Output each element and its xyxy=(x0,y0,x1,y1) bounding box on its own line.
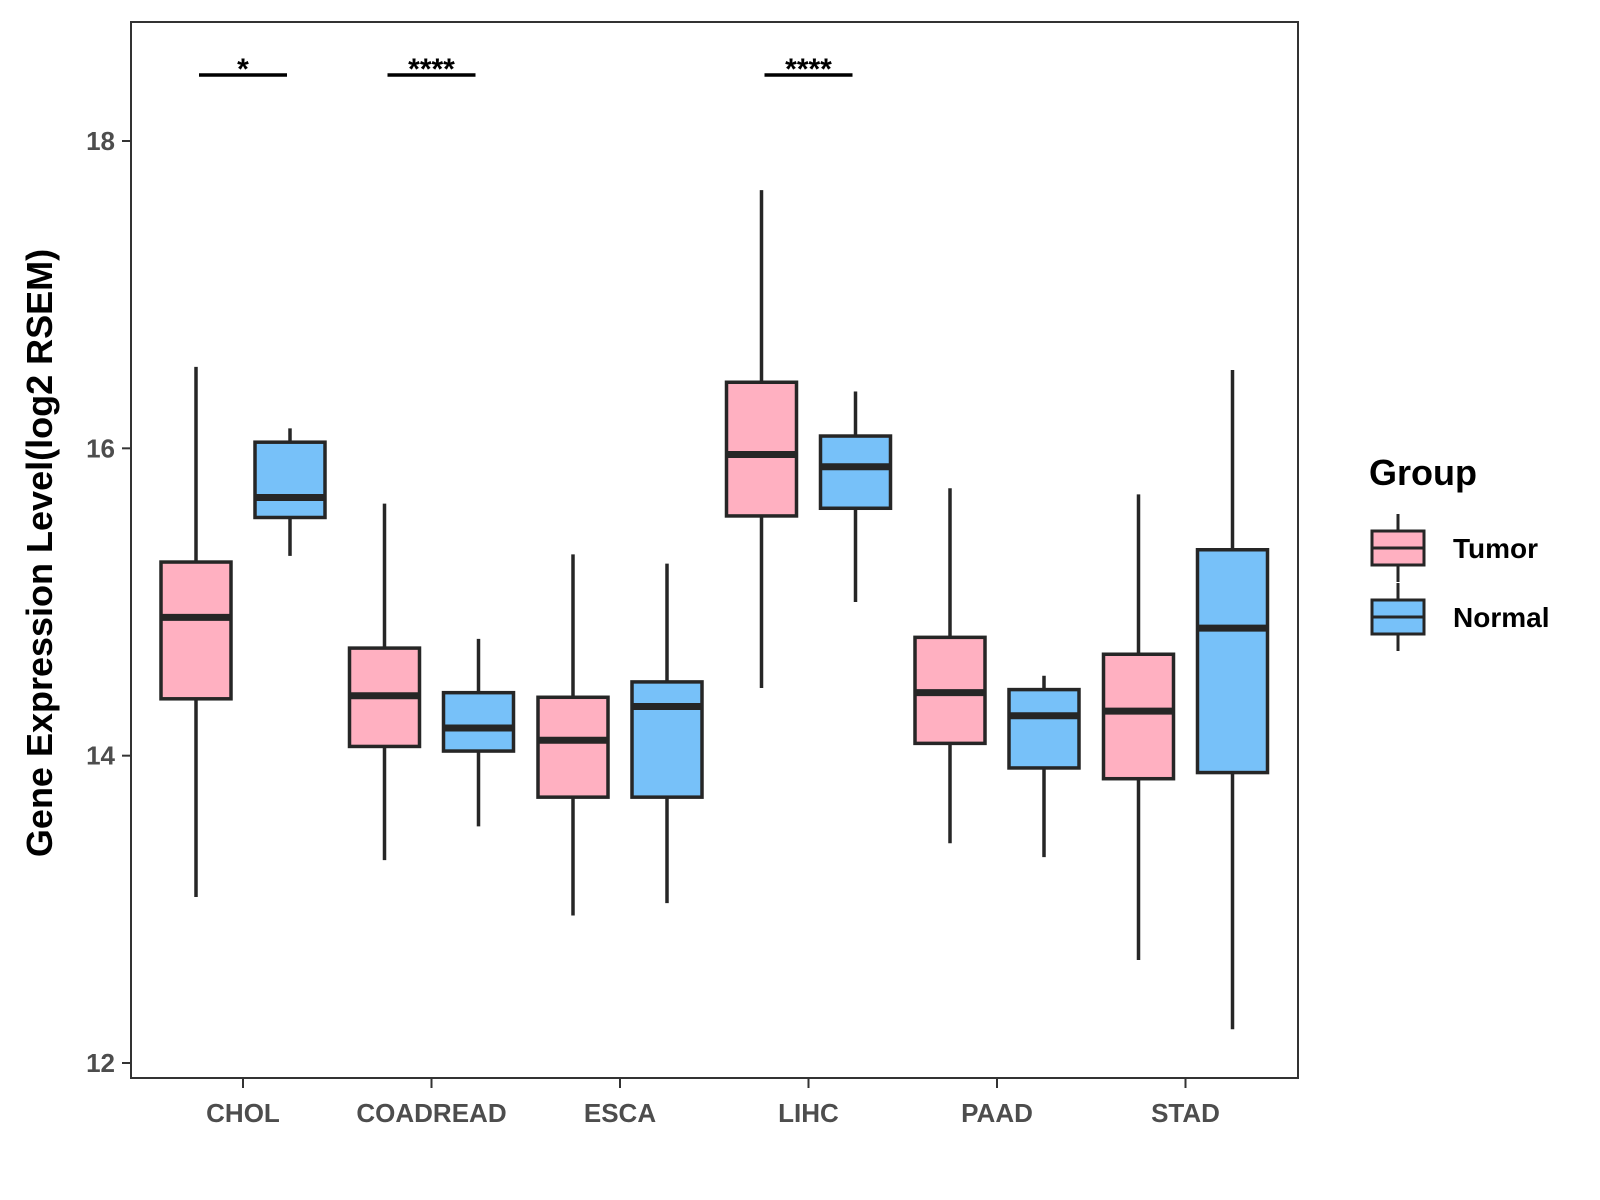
box-iqr xyxy=(1195,548,1270,775)
y-tick-label: 18 xyxy=(86,126,115,156)
x-tick-label-lihc: LIHC xyxy=(778,1098,839,1128)
x-tick-label-paad: PAAD xyxy=(961,1098,1033,1128)
box-normal-coadread xyxy=(441,638,516,827)
box-tumor-stad xyxy=(1101,494,1176,961)
legend-entry-tumor: Tumor xyxy=(1370,514,1538,582)
x-tick-label-chol: CHOL xyxy=(206,1098,280,1128)
legend: Group Tumor Normal xyxy=(1369,452,1549,651)
significance-label-chol: * xyxy=(237,53,249,86)
box-tumor-coadread xyxy=(347,503,422,861)
box-iqr xyxy=(1101,652,1176,781)
x-tick-label-coadread: COADREAD xyxy=(356,1098,506,1128)
box-iqr xyxy=(441,690,516,753)
legend-entry-normal: Normal xyxy=(1370,583,1549,651)
box-iqr xyxy=(724,380,799,518)
legend-label: Normal xyxy=(1453,602,1549,633)
box-normal-esca xyxy=(630,563,704,904)
box-iqr xyxy=(630,680,704,799)
significance-label-lihc: **** xyxy=(785,53,832,86)
plot-panel-border xyxy=(130,21,1299,1079)
y-tick-label: 12 xyxy=(86,1048,115,1078)
box-tumor-paad xyxy=(913,488,987,844)
y-axis-title: Gene Expression Level(log2 RSEM) xyxy=(19,249,60,857)
legend-title: Group xyxy=(1369,452,1477,493)
x-tick-label-stad: STAD xyxy=(1151,1098,1220,1128)
box-iqr xyxy=(159,560,233,701)
box-iqr xyxy=(536,695,610,799)
box-tumor-esca xyxy=(536,554,610,916)
significance-label-coadread: **** xyxy=(408,53,455,86)
y-tick-label: 14 xyxy=(86,741,115,771)
x-tick-label-esca: ESCA xyxy=(584,1098,656,1128)
box-tumor-lihc xyxy=(724,190,799,689)
box-normal-lihc xyxy=(818,391,893,602)
box-normal-chol xyxy=(253,428,327,556)
y-tick-label: 16 xyxy=(86,433,115,463)
box-iqr xyxy=(253,440,327,520)
legend-label: Tumor xyxy=(1453,533,1538,564)
box-normal-paad xyxy=(1007,675,1081,858)
box-normal-stad xyxy=(1195,369,1270,1030)
box-iqr xyxy=(818,434,893,511)
box-tumor-chol xyxy=(159,366,233,898)
box-iqr xyxy=(1007,687,1081,770)
